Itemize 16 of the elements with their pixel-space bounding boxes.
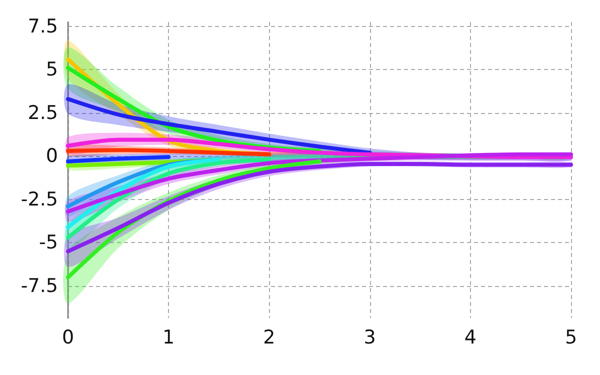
y-tick-label: 2.5 [28, 102, 58, 124]
y-tick-label: -2.5 [20, 188, 58, 210]
x-tick-label: 1 [162, 326, 175, 348]
y-tick-label: -7.5 [20, 274, 58, 297]
y-tick-label: 7.5 [28, 15, 58, 38]
y-tick-label: 0 [46, 145, 58, 168]
x-tick-label: 3 [364, 326, 376, 348]
line-series [66, 97, 372, 155]
line-series [66, 158, 221, 230]
x-tick-label: 4 [464, 326, 476, 348]
x-tick-label: 2 [263, 326, 276, 348]
x-tick-label: 0 [62, 326, 74, 348]
y-tick-label: -5 [39, 232, 58, 254]
y-tick-label: 5 [46, 58, 58, 81]
x-tick-label: 5 [564, 326, 578, 348]
line-series [66, 158, 272, 240]
